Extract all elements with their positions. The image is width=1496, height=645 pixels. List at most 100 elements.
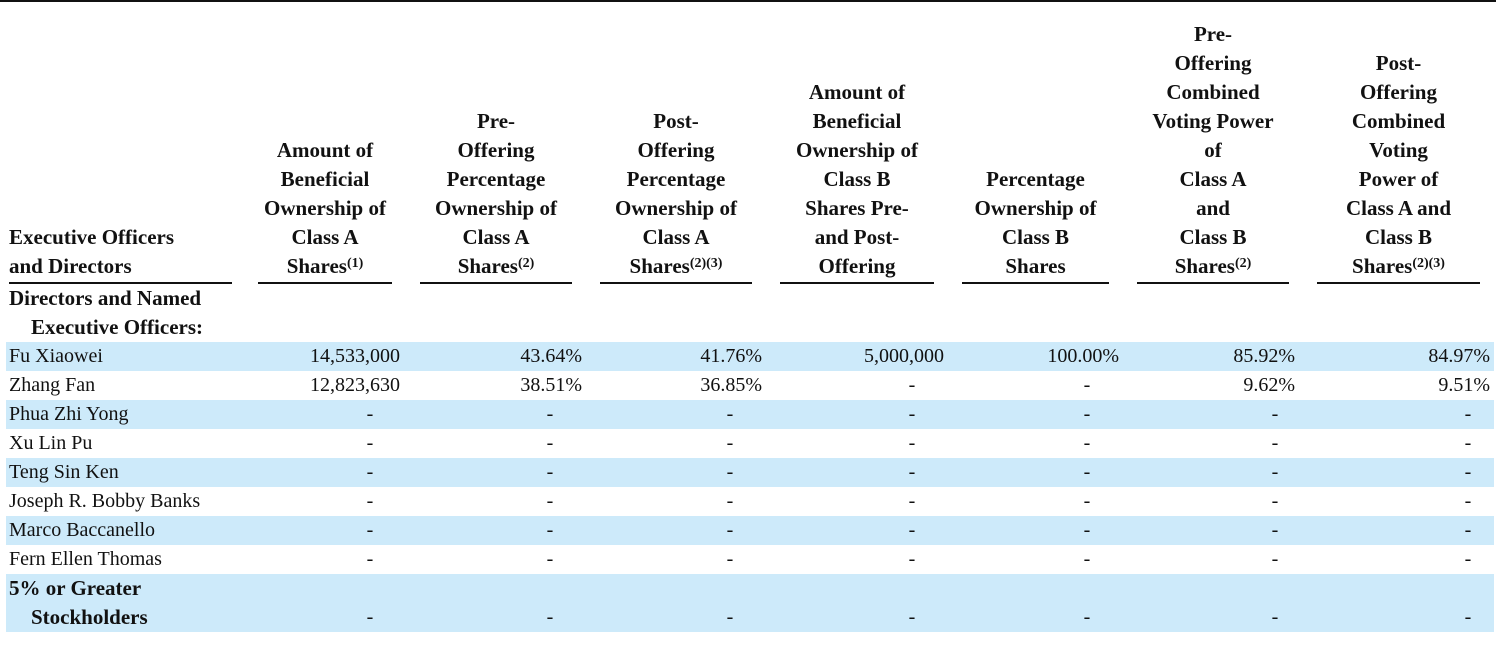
header-line: Post- (1375, 51, 1422, 75)
footnote-ref: (2)(3) (1412, 256, 1445, 271)
row-name: Zhang Fan (9, 374, 96, 396)
table-cell: - (948, 574, 1123, 632)
table-cell: - (366, 432, 374, 454)
table-cell: - (908, 432, 916, 454)
header-line: Combined (1166, 80, 1260, 104)
footnote-ref: (1) (346, 256, 364, 271)
header-row: Executive Officers and Directors Amount o… (6, 20, 1494, 284)
header-executive-officers: Executive Officers and Directors (6, 20, 244, 284)
header-line: Class A (1179, 167, 1247, 191)
table-row: Marco Baccanello - - - - - - - (6, 516, 1494, 545)
section-stockholders-line1: 5% or Greater (9, 576, 142, 600)
table-row: Joseph R. Bobby Banks - - - - - - - (6, 487, 1494, 516)
header-line: Combined (1351, 109, 1446, 133)
header-pre-offering-voting-power: Pre- Offering Combined Voting Power of Class … (1123, 20, 1303, 284)
header-line: Offering (818, 254, 896, 278)
table-cell: - (406, 574, 586, 632)
header-line: and Post- (814, 225, 900, 249)
table-cell: - (1271, 548, 1279, 570)
table-cell: - (586, 516, 766, 545)
table-cell: - (586, 400, 766, 429)
table-cell: - (1123, 516, 1303, 545)
header-line: Class A (462, 225, 530, 249)
table-cell: - (406, 458, 586, 487)
table-cell: - (1083, 432, 1091, 454)
table-cell: - (1083, 374, 1091, 396)
table-cell: 85.92% (1123, 342, 1303, 371)
table-cell: - (244, 574, 406, 632)
header-class-a-amount: Amount of Beneficial Ownership of Class A Sh… (244, 20, 406, 284)
section-stockholders-label: 5% or Greater Stockholders (6, 574, 244, 632)
row-name: Phua Zhi Yong (6, 400, 244, 429)
table-row: Phua Zhi Yong - - - - - - - (6, 400, 1494, 429)
header-line: and Directors (9, 254, 132, 278)
table-cell: 14,533,000 (244, 342, 406, 371)
header-line: Voting (1369, 138, 1428, 162)
table-cell: - (244, 400, 406, 429)
section-directors-line1: Directors and Named (9, 286, 202, 310)
table-cell: - (726, 548, 734, 570)
table-cell: - (1303, 458, 1494, 487)
row-name: Marco Baccanello (6, 516, 244, 545)
header-line: Amount of (808, 80, 906, 104)
table-cell: 36.85% (700, 374, 762, 396)
footnote-ref: (2) (517, 256, 535, 271)
row-name: Fern Ellen Thomas (9, 548, 162, 570)
section-directors-line2: Executive Officers: (31, 315, 204, 339)
table-cell: - (766, 400, 948, 429)
table-cell: - (1464, 490, 1472, 512)
header-line: Offering (1360, 80, 1437, 104)
table-cell: 12,823,630 (310, 374, 400, 396)
table-cell: - (1083, 490, 1091, 512)
header-line: and (1196, 196, 1230, 220)
header-line: Beneficial (812, 109, 902, 133)
row-name: Joseph R. Bobby Banks (9, 490, 201, 512)
header-line: Class A (642, 225, 710, 249)
section-directors: Directors and Named Executive Officers: (6, 284, 1494, 342)
table-cell: - (1303, 574, 1494, 632)
header-line: Shares (629, 254, 690, 278)
header-line: Offering (637, 138, 715, 162)
footnote-ref: (2)(3) (689, 256, 723, 271)
footnote-ref: (2) (1234, 256, 1252, 271)
header-line: Shares (1174, 254, 1235, 278)
header-pre-offering-class-a-pct: Pre- Offering Percentage Ownership of Class … (406, 20, 586, 284)
header-line: of (1204, 138, 1222, 162)
header-line: Executive Officers (9, 225, 175, 249)
table-cell: 43.64% (406, 342, 586, 371)
section-greater-stockholders: 5% or Greater Stockholders - - - - - - - (6, 574, 1494, 632)
header-line: Pre- (476, 109, 516, 133)
table-cell: - (1303, 516, 1494, 545)
header-line: Offering (1174, 51, 1252, 75)
table-cell: - (546, 490, 554, 512)
header-line: Percentage (446, 167, 546, 191)
header-line: Ownership of (796, 138, 918, 162)
header-post-offering-voting-power: Post- Offering Combined Voting Power of Class… (1303, 20, 1494, 284)
header-class-b-amount: Amount of Beneficial Ownership of Class B Sh… (766, 20, 948, 284)
header-line: Percentage (626, 167, 726, 191)
header-line: Post- (653, 109, 699, 133)
table-cell: 9.62% (1243, 374, 1295, 396)
table-cell: - (1123, 458, 1303, 487)
table-cell: - (1271, 490, 1279, 512)
table-cell: - (1464, 432, 1472, 454)
header-line: Ownership of (435, 196, 557, 220)
table-row: Zhang Fan 12,823,630 38.51% 36.85% - - 9.62% 9.… (6, 371, 1494, 400)
table-cell: - (1083, 548, 1091, 570)
row-name: Teng Sin Ken (6, 458, 244, 487)
table-cell: - (244, 516, 406, 545)
header-line: Shares Pre- (805, 196, 909, 220)
table-cell: 5,000,000 (766, 342, 948, 371)
header-line: Shares (286, 254, 347, 278)
table-cell: - (244, 458, 406, 487)
header-line: Voting Power (1152, 109, 1274, 133)
header-post-offering-class-a-pct: Post- Offering Percentage Ownership of Class… (586, 20, 766, 284)
table-row: Xu Lin Pu - - - - - - - (6, 429, 1494, 458)
table-cell: - (1464, 548, 1472, 570)
row-name: Fu Xiaowei (6, 342, 244, 371)
header-line: Amount of (276, 138, 374, 162)
table-cell: - (766, 574, 948, 632)
header-line: Shares (457, 254, 518, 278)
top-rule (0, 0, 1496, 2)
table-cell: - (948, 458, 1123, 487)
